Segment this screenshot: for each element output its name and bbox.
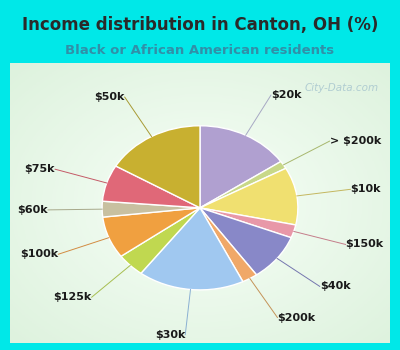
Wedge shape [200, 208, 256, 282]
Wedge shape [200, 126, 281, 208]
Wedge shape [116, 126, 200, 208]
Wedge shape [200, 162, 286, 208]
Text: $100k: $100k [20, 249, 58, 259]
Text: $200k: $200k [278, 313, 316, 322]
Wedge shape [102, 201, 200, 217]
Wedge shape [103, 208, 200, 256]
Wedge shape [200, 168, 298, 225]
Text: $50k: $50k [94, 92, 125, 102]
Wedge shape [102, 166, 200, 208]
Text: $10k: $10k [350, 184, 381, 194]
Wedge shape [200, 208, 296, 238]
Text: Income distribution in Canton, OH (%): Income distribution in Canton, OH (%) [22, 16, 378, 34]
Text: Black or African American residents: Black or African American residents [66, 44, 334, 57]
Text: $150k: $150k [346, 239, 384, 250]
Wedge shape [200, 208, 291, 275]
Text: > $200k: > $200k [330, 136, 381, 146]
Text: $125k: $125k [54, 292, 92, 302]
Wedge shape [141, 208, 243, 290]
Text: $40k: $40k [320, 281, 350, 291]
Text: $60k: $60k [17, 205, 48, 215]
Text: $30k: $30k [155, 330, 185, 340]
Text: $75k: $75k [25, 164, 55, 174]
Text: $20k: $20k [271, 90, 302, 100]
Text: City-Data.com: City-Data.com [304, 83, 378, 93]
Wedge shape [121, 208, 200, 273]
